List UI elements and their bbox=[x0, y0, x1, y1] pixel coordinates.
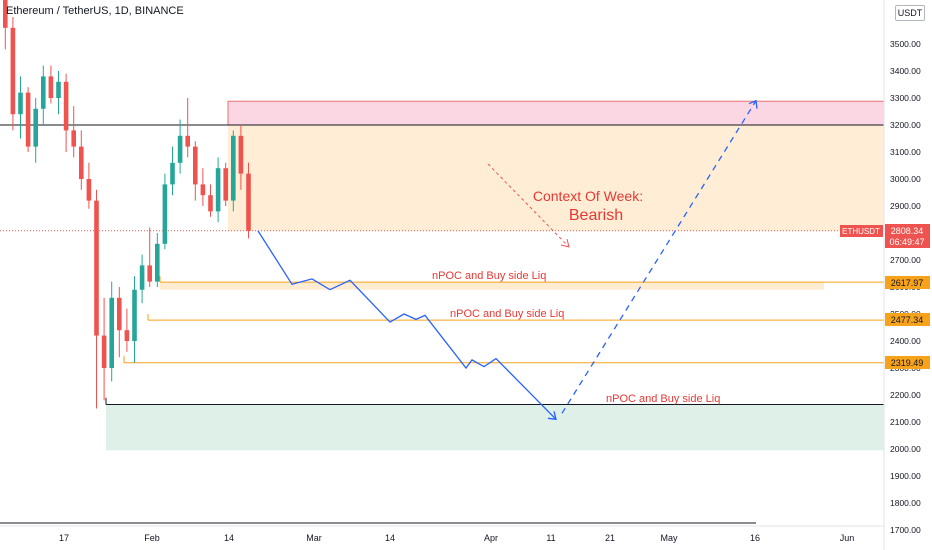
candle-body bbox=[177, 135, 183, 163]
price-tick-label: 3200.00 bbox=[890, 120, 921, 130]
zone-demand bbox=[106, 404, 884, 451]
candle-body bbox=[109, 297, 114, 368]
price-tick-label: 2200.00 bbox=[890, 390, 921, 400]
candle-body bbox=[139, 265, 145, 290]
candle-body bbox=[48, 76, 54, 98]
candle-body bbox=[200, 184, 206, 196]
candle-body bbox=[63, 81, 69, 131]
time-tick-label: Jun bbox=[840, 533, 855, 543]
candle-body bbox=[162, 184, 168, 244]
price-tick-label: 2100.00 bbox=[890, 417, 921, 427]
candle-body bbox=[155, 243, 160, 282]
projection-arrowhead-down bbox=[547, 411, 557, 421]
context-value: Bearish bbox=[569, 207, 623, 224]
level-1-value: 2617.97 bbox=[891, 278, 924, 288]
candle-body bbox=[3, 0, 8, 28]
level-1-band bbox=[160, 282, 824, 290]
time-tick-label: Apr bbox=[484, 533, 498, 543]
last-price-symbol-tag bbox=[840, 225, 883, 237]
price-tick-label: 2400.00 bbox=[890, 336, 921, 346]
time-tick-label: 17 bbox=[59, 533, 69, 543]
price-tick-label: 3400.00 bbox=[890, 66, 921, 76]
chart-title: Ethereum / TetherUS, 1D, BINANCE bbox=[6, 5, 184, 17]
context-title: Context Of Week: bbox=[533, 188, 643, 204]
price-tick-label: 1800.00 bbox=[890, 498, 921, 508]
price-tick-label: 3500.00 bbox=[890, 39, 921, 49]
candle-body bbox=[170, 162, 175, 185]
candle-body bbox=[132, 289, 137, 341]
candle-body bbox=[208, 195, 213, 212]
candle-body bbox=[215, 168, 221, 212]
projection-path bbox=[257, 230, 557, 420]
currency-badge[interactable]: USDT bbox=[895, 5, 925, 21]
last-price-countdown: 06:49:47 bbox=[889, 237, 924, 247]
time-tick-label: May bbox=[660, 533, 678, 543]
candle-body bbox=[10, 27, 16, 115]
context-arrow-line bbox=[487, 163, 569, 247]
price-tick-label: 3100.00 bbox=[890, 147, 921, 157]
candle-body bbox=[117, 297, 122, 331]
last-price-symbol: ETHUSDT bbox=[842, 227, 880, 236]
level-3-value: 2319.49 bbox=[891, 358, 924, 368]
npoc-label-3: nPOC and Buy side Liq bbox=[606, 393, 720, 405]
time-tick-label: Mar bbox=[306, 533, 322, 543]
candle-body bbox=[101, 335, 107, 368]
candle-body bbox=[185, 135, 190, 147]
price-tick-label: 3300.00 bbox=[890, 93, 921, 103]
candle-body bbox=[223, 168, 228, 201]
price-tick-label: 2900.00 bbox=[890, 201, 921, 211]
price-tick-label: 2700.00 bbox=[890, 255, 921, 265]
candle-body bbox=[33, 108, 38, 147]
level-1-tag bbox=[885, 276, 930, 289]
candle-body bbox=[71, 130, 76, 147]
zone-premium bbox=[228, 125, 884, 231]
candle-body bbox=[231, 135, 236, 201]
projection-arrowhead-up bbox=[748, 99, 758, 109]
price-tick-label: 1700.00 bbox=[890, 525, 921, 535]
price-tick-label: 3000.00 bbox=[890, 174, 921, 184]
time-tick-label: 14 bbox=[385, 533, 395, 543]
zone-supply bbox=[227, 100, 885, 126]
candle-body bbox=[94, 200, 99, 336]
candle-body bbox=[18, 92, 23, 115]
time-tick-label: 11 bbox=[546, 533, 555, 543]
price-tick-label: 1900.00 bbox=[890, 471, 921, 481]
time-tick-label: Feb bbox=[144, 533, 160, 543]
last-price-value: 2808.34 bbox=[891, 226, 924, 236]
candle-body bbox=[79, 146, 84, 179]
time-axis[interactable]: 17 Feb 14 Mar 14 Apr 11 21 May 16 Jun bbox=[59, 533, 854, 543]
context-arrow-head bbox=[560, 238, 570, 248]
candle-body bbox=[246, 173, 251, 231]
time-tick-label: 14 bbox=[224, 533, 234, 543]
level-3-tag bbox=[885, 356, 930, 369]
npoc-label-2: nPOC and Buy side Liq bbox=[450, 308, 564, 320]
candle-body bbox=[41, 76, 46, 109]
candle-body bbox=[238, 135, 244, 174]
npoc-label-1: nPOC and Buy side Liq bbox=[432, 270, 546, 282]
last-price-tag bbox=[885, 224, 930, 248]
candle-body bbox=[25, 92, 31, 147]
price-tick-label: 2000.00 bbox=[890, 444, 921, 454]
candle-body bbox=[124, 330, 130, 341]
candle-body bbox=[56, 81, 61, 98]
candle-body bbox=[86, 179, 92, 201]
time-tick-label: 21 bbox=[605, 533, 615, 543]
level-2-tag bbox=[885, 313, 930, 326]
time-tick-label: 16 bbox=[750, 533, 760, 543]
level-2-value: 2477.34 bbox=[891, 315, 924, 325]
candle-body bbox=[147, 265, 152, 282]
candle-body bbox=[193, 146, 198, 185]
